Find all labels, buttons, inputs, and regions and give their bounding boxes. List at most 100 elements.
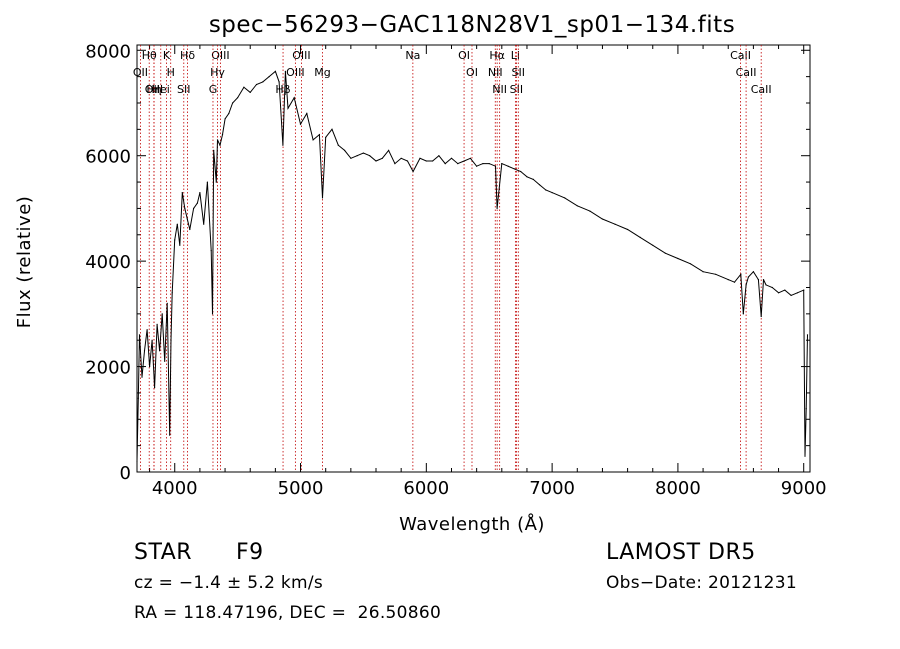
line-label-20: NII bbox=[488, 66, 503, 79]
data-point-107 bbox=[727, 279, 729, 281]
data-point-90 bbox=[532, 178, 534, 180]
data-point-53 bbox=[312, 139, 314, 141]
data-point-51 bbox=[299, 123, 302, 125]
data-point-58 bbox=[337, 144, 339, 146]
data-point-63 bbox=[369, 155, 371, 157]
data-point-38 bbox=[232, 102, 234, 104]
line-label-12: OIII bbox=[292, 49, 310, 62]
data-point-84 bbox=[496, 207, 498, 209]
data-point-12 bbox=[164, 360, 166, 362]
y-tick-label-4: 8000 bbox=[85, 41, 131, 62]
y-tick-label-1: 2000 bbox=[85, 358, 131, 379]
line-label-25: CaII bbox=[730, 49, 751, 62]
line-label-24: SII bbox=[512, 66, 525, 79]
data-point-85 bbox=[501, 163, 503, 165]
data-point-123 bbox=[803, 289, 805, 291]
data-point-105 bbox=[702, 271, 704, 273]
data-point-91 bbox=[538, 184, 541, 186]
data-point-33 bbox=[216, 139, 219, 141]
line-label-16: Na bbox=[405, 49, 420, 62]
data-point-118 bbox=[771, 286, 773, 289]
data-point-71 bbox=[419, 157, 421, 159]
data-point-39 bbox=[237, 97, 239, 99]
data-point-52 bbox=[306, 112, 308, 115]
data-point-88 bbox=[520, 170, 522, 173]
data-point-111 bbox=[745, 284, 747, 286]
data-point-82 bbox=[488, 163, 490, 165]
x-tick-label-3: 7000 bbox=[529, 478, 575, 499]
line-label-2: OIII bbox=[145, 83, 163, 96]
data-point-21 bbox=[184, 207, 186, 209]
data-point-78 bbox=[463, 160, 465, 162]
data-point-45 bbox=[274, 70, 276, 72]
data-point-125 bbox=[805, 408, 807, 410]
line-label-7: Hδ bbox=[180, 49, 195, 62]
line-label-9: OIII bbox=[211, 49, 229, 62]
data-point-108 bbox=[733, 281, 736, 283]
data-point-121 bbox=[790, 294, 792, 296]
line-label-6: H bbox=[167, 66, 175, 79]
data-point-67 bbox=[394, 163, 396, 165]
data-point-55 bbox=[321, 197, 324, 199]
data-point-43 bbox=[262, 81, 264, 83]
data-point-86 bbox=[507, 165, 509, 167]
data-point-23 bbox=[189, 228, 191, 231]
data-point-29 bbox=[210, 250, 212, 252]
data-point-17 bbox=[174, 239, 176, 241]
line-label-26: CaII bbox=[736, 66, 757, 79]
data-point-75 bbox=[444, 163, 446, 165]
data-point-112 bbox=[747, 276, 750, 278]
data-point-13 bbox=[166, 302, 168, 304]
data-point-28 bbox=[206, 181, 208, 183]
data-point-48 bbox=[284, 70, 286, 72]
data-point-101 bbox=[652, 244, 654, 246]
observation-date: Obs−Date: 20121231 bbox=[606, 573, 797, 593]
chart-series bbox=[136, 70, 809, 463]
data-point-93 bbox=[551, 192, 553, 194]
data-point-113 bbox=[752, 271, 755, 273]
data-point-116 bbox=[762, 279, 765, 281]
data-point-102 bbox=[664, 252, 666, 254]
data-point-106 bbox=[715, 273, 717, 275]
data-point-31 bbox=[213, 149, 215, 151]
data-point-26 bbox=[199, 192, 201, 194]
data-point-64 bbox=[375, 160, 377, 162]
data-point-103 bbox=[677, 257, 679, 260]
line-label-23: Li bbox=[511, 49, 520, 62]
data-point-114 bbox=[757, 279, 760, 281]
line-label-14: Hβ bbox=[275, 83, 290, 96]
data-point-44 bbox=[268, 76, 270, 78]
data-point-1 bbox=[137, 397, 139, 399]
spectral-line-markers: HθOIIOIIIHeiHηKHHδSIIOIIIHγGOIIIOIIIHβMg… bbox=[133, 45, 772, 472]
line-label-10: Hγ bbox=[210, 66, 225, 79]
line-label-19: Hα bbox=[489, 49, 505, 62]
line-label-18: OI bbox=[466, 66, 478, 79]
data-point-68 bbox=[400, 157, 402, 159]
y-tick-label-2: 4000 bbox=[85, 252, 131, 273]
data-point-37 bbox=[228, 112, 230, 115]
data-point-117 bbox=[765, 284, 767, 286]
data-point-47 bbox=[282, 144, 284, 146]
line-label-11: G bbox=[209, 83, 218, 96]
data-point-34 bbox=[219, 144, 221, 146]
data-point-65 bbox=[381, 157, 383, 159]
data-point-89 bbox=[526, 176, 528, 178]
y-axis-label: Flux (relative) bbox=[14, 196, 35, 329]
object-class: STAR bbox=[134, 540, 193, 565]
data-point-49 bbox=[287, 107, 289, 109]
data-point-96 bbox=[589, 210, 591, 212]
data-point-81 bbox=[482, 163, 484, 165]
data-point-20 bbox=[181, 192, 183, 194]
line-label-15: Mg bbox=[314, 66, 330, 79]
plot-frame bbox=[136, 44, 811, 473]
data-point-92 bbox=[545, 189, 547, 191]
data-point-54 bbox=[318, 134, 320, 136]
data-point-73 bbox=[432, 160, 434, 162]
data-point-104 bbox=[689, 263, 692, 265]
data-point-5 bbox=[146, 329, 148, 331]
data-point-74 bbox=[438, 155, 440, 157]
data-point-9 bbox=[156, 323, 158, 325]
line-label-22: SII bbox=[510, 83, 523, 96]
redshift-velocity: cz = −1.4 ± 5.2 km/s bbox=[134, 573, 324, 593]
data-point-24 bbox=[193, 207, 195, 209]
